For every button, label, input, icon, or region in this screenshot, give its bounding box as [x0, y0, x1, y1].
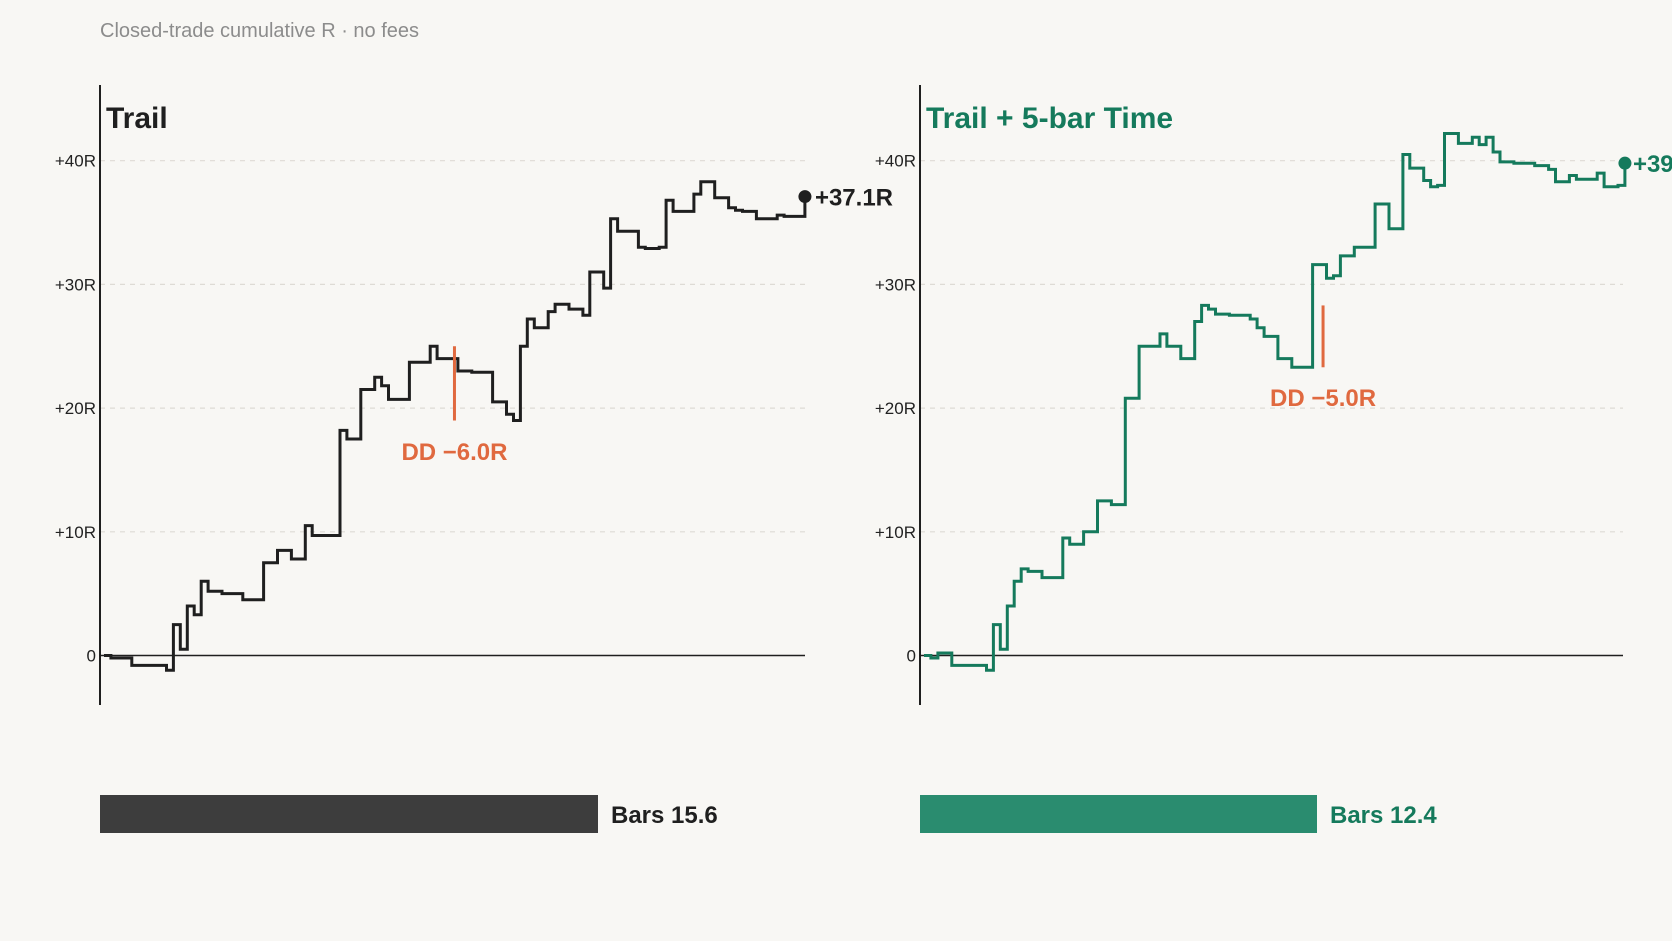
y-tick-label: +30R: [55, 275, 96, 294]
y-tick-label: +10R: [875, 523, 916, 542]
avg-bars-bar: [100, 795, 598, 833]
y-tick-label: +40R: [875, 152, 916, 171]
y-tick-label: +10R: [55, 523, 96, 542]
series-line-trail: [104, 180, 807, 672]
end-point-marker: [798, 190, 812, 204]
chart-subtitle: Closed-trade cumulative R · no fees: [100, 20, 419, 42]
end-value-label: +37.1R: [815, 185, 893, 212]
avg-bars-bar: [920, 795, 1317, 833]
series-line-trail-time: [924, 132, 1627, 672]
end-value-label: +39.8R: [1633, 151, 1672, 178]
y-tick-labels: 0 +10R +20R +30R +40R: [875, 152, 916, 666]
y-tick-label: +30R: [875, 275, 916, 294]
end-point-marker: [1618, 156, 1632, 170]
y-tick-labels: 0 +10R +20R +30R +40R: [55, 152, 96, 666]
gridlines: [920, 160, 1623, 533]
drawdown-label: DD −5.0R: [1270, 385, 1376, 412]
y-tick-label: +20R: [55, 399, 96, 418]
avg-bars-label: Bars 12.4: [1330, 802, 1437, 829]
y-tick-label: 0: [87, 647, 96, 666]
drawdown-label: DD −6.0R: [401, 439, 507, 466]
panel-trail: 0+10R+20R+30R+40R Trail DD −6.0R +37.1R …: [55, 85, 893, 833]
panel-trail-time-exit: 0 +10R +20R +30R +40R Trail + 5-bar Time DD …: [875, 85, 1672, 833]
avg-bars-label: Bars 15.6: [611, 802, 718, 829]
panel-title-trail: Trail: [106, 102, 168, 135]
y-tick-label: +40R: [55, 152, 96, 171]
y-tick-label: +20R: [875, 399, 916, 418]
gridlines: [100, 160, 805, 533]
panel-title-trail-time: Trail + 5-bar Time: [926, 102, 1173, 135]
y-tick-label: 0: [907, 647, 916, 666]
